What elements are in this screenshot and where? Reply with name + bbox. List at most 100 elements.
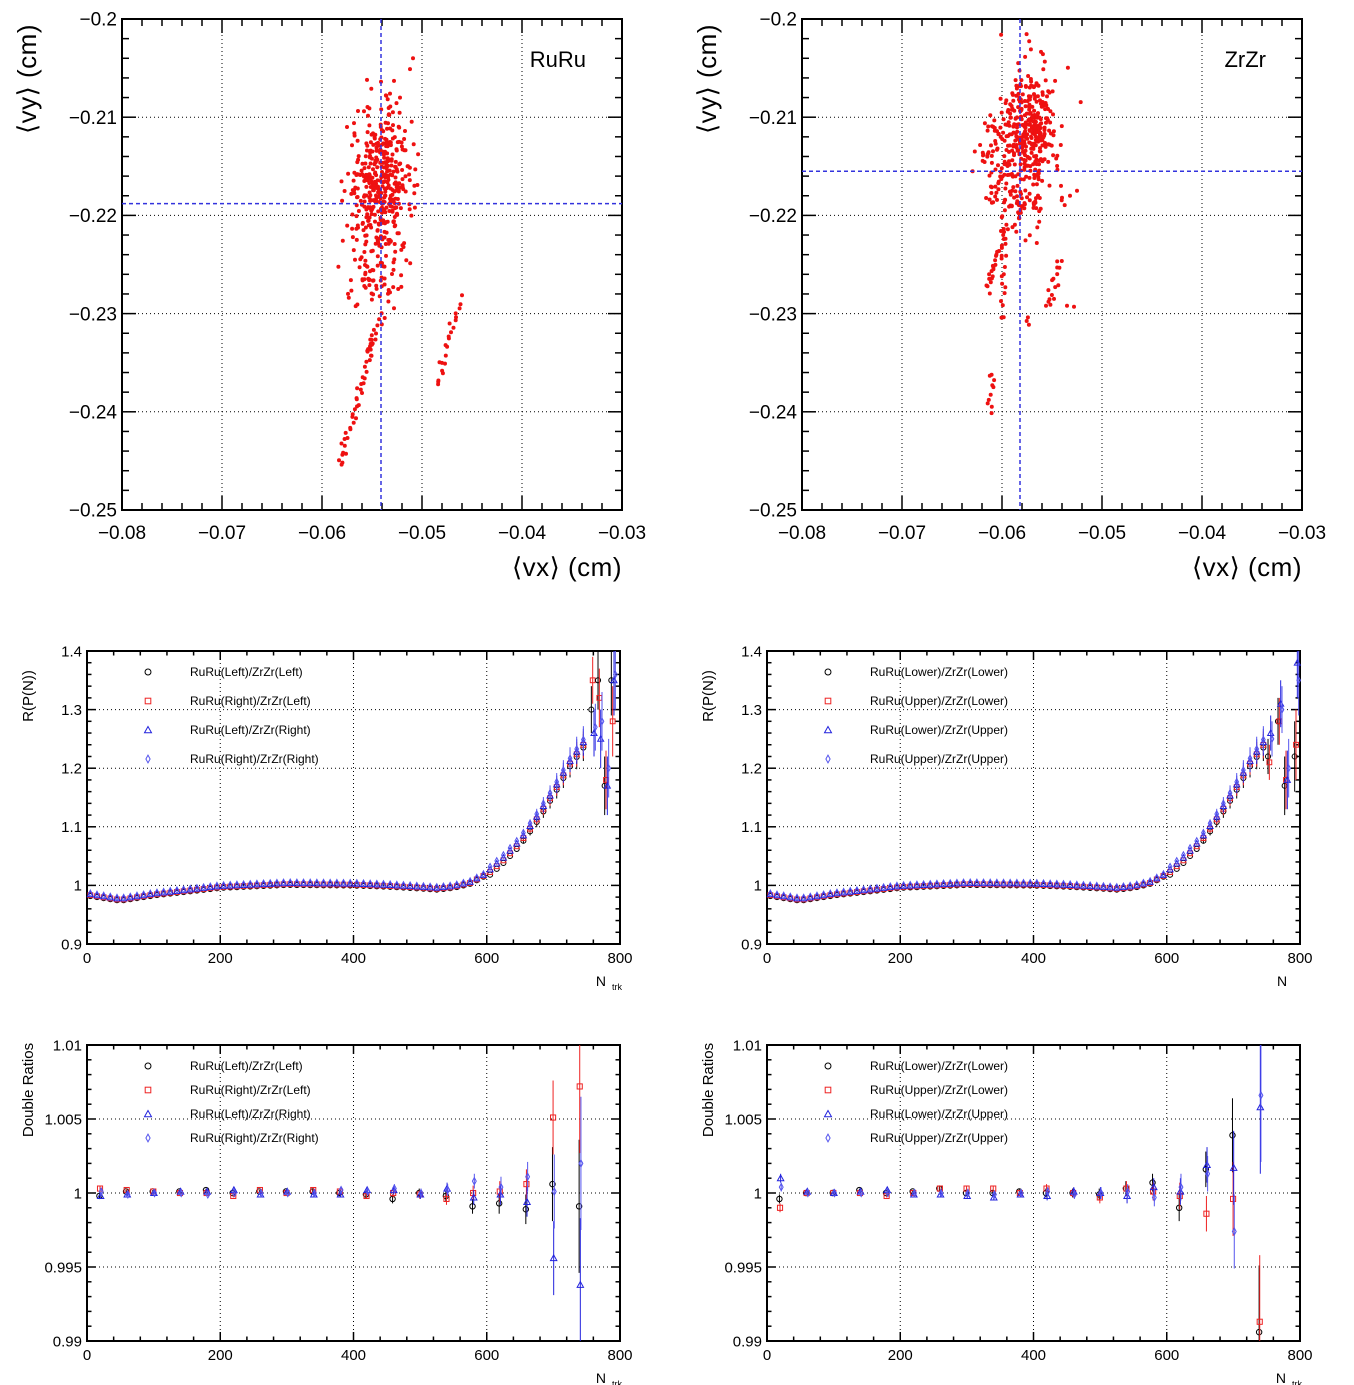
x-tick-label: 200 xyxy=(208,950,233,967)
data-point xyxy=(1002,291,1007,296)
data-point xyxy=(348,425,353,430)
data-point xyxy=(988,280,993,285)
diamond-marker xyxy=(1045,1186,1051,1197)
data-point xyxy=(992,118,997,123)
data-point xyxy=(367,277,372,282)
data-point xyxy=(355,195,360,199)
data-point xyxy=(350,226,355,231)
diamond-marker xyxy=(1269,734,1275,744)
data-point xyxy=(1027,175,1032,180)
diamond-marker xyxy=(234,880,240,889)
x-tick-label: −0.07 xyxy=(878,523,926,544)
x-tick-label: 400 xyxy=(1021,950,1046,967)
data-point xyxy=(369,249,374,254)
data-point xyxy=(368,140,373,145)
square-marker xyxy=(1176,1192,1183,1200)
triangle-marker xyxy=(229,1185,238,1194)
data-point xyxy=(454,315,458,320)
data-point xyxy=(1050,278,1055,283)
data-point xyxy=(1046,159,1051,164)
diamond-marker xyxy=(514,836,520,846)
triangle-marker xyxy=(469,1193,478,1201)
diamond-marker xyxy=(487,862,493,872)
data-point xyxy=(1012,222,1017,227)
data-point xyxy=(354,397,359,402)
triangle-marker xyxy=(336,1190,345,1198)
data-point xyxy=(415,183,420,187)
data-point xyxy=(1009,104,1014,108)
data-point xyxy=(376,143,381,148)
data-point xyxy=(369,225,374,230)
x-tick-label: 400 xyxy=(341,950,366,967)
diamond-marker xyxy=(1201,828,1206,838)
triangle-marker xyxy=(499,853,508,861)
data-point xyxy=(989,143,993,148)
diamond-marker xyxy=(507,843,513,853)
data-point xyxy=(413,167,418,172)
data-point xyxy=(1000,281,1005,286)
data-point xyxy=(1015,115,1019,120)
diamond-marker xyxy=(767,889,773,898)
data-point xyxy=(988,113,993,118)
data-point xyxy=(1005,227,1010,232)
diamond-marker xyxy=(101,891,107,900)
y-tick-label: 1.005 xyxy=(724,1111,762,1128)
data-point xyxy=(364,233,369,238)
data-point xyxy=(1044,103,1049,108)
data-point xyxy=(990,274,995,279)
diamond-marker xyxy=(934,879,940,888)
panel-ratio-left-right: 0 200 400 600 800 0.9 1 1.1 1.2 1.3 1.4 RuRu(Left)/… xyxy=(20,643,633,992)
data-point xyxy=(1037,115,1042,120)
data-point xyxy=(369,132,374,137)
data-point xyxy=(351,420,356,425)
data-point xyxy=(1035,94,1040,99)
data-point xyxy=(376,209,381,214)
data-point xyxy=(375,228,380,233)
data-point xyxy=(993,258,998,263)
diamond-marker xyxy=(247,879,253,889)
data-point xyxy=(1010,91,1015,96)
data-point xyxy=(342,437,347,441)
square-marker xyxy=(1150,1188,1157,1195)
data-point xyxy=(384,139,389,144)
data-point xyxy=(1035,112,1040,117)
y-tick-label: −0.2 xyxy=(759,10,797,31)
square-marker xyxy=(824,1086,832,1094)
data-point xyxy=(412,205,417,210)
data-point xyxy=(408,67,412,72)
data-point xyxy=(364,239,369,244)
data-point xyxy=(369,353,373,358)
data-point xyxy=(1049,143,1054,148)
triangle-marker xyxy=(1149,1182,1158,1191)
data-point xyxy=(987,272,992,277)
diamond-marker xyxy=(454,880,460,889)
data-point xyxy=(350,188,355,193)
data-point xyxy=(1001,227,1006,231)
data-point xyxy=(377,222,381,227)
diamond-marker xyxy=(407,880,413,890)
triangle-marker xyxy=(823,1109,833,1118)
data-point xyxy=(1040,178,1045,183)
y-tick-label: −0.25 xyxy=(69,501,117,522)
x-tick-label: −0.07 xyxy=(198,523,246,544)
triangle-marker xyxy=(496,1190,505,1198)
data-point xyxy=(355,223,360,228)
y-tick-label: 1.005 xyxy=(44,1111,82,1128)
data-point xyxy=(1028,47,1033,52)
data-point xyxy=(393,159,398,164)
circle-marker xyxy=(1229,1132,1236,1139)
data-point xyxy=(1034,241,1039,245)
data-point xyxy=(986,397,991,402)
data-point xyxy=(376,239,380,244)
diamond-marker xyxy=(1286,763,1292,773)
circle-marker xyxy=(495,1200,503,1207)
data-point xyxy=(358,387,363,392)
data-point xyxy=(993,184,998,189)
data-point xyxy=(381,180,386,185)
data-point xyxy=(374,286,379,291)
x-tick-label: 600 xyxy=(1154,1347,1179,1364)
x-tick-label: −0.03 xyxy=(598,523,646,544)
data-point xyxy=(1031,201,1036,205)
data-point xyxy=(346,295,351,300)
data-point xyxy=(984,196,989,200)
